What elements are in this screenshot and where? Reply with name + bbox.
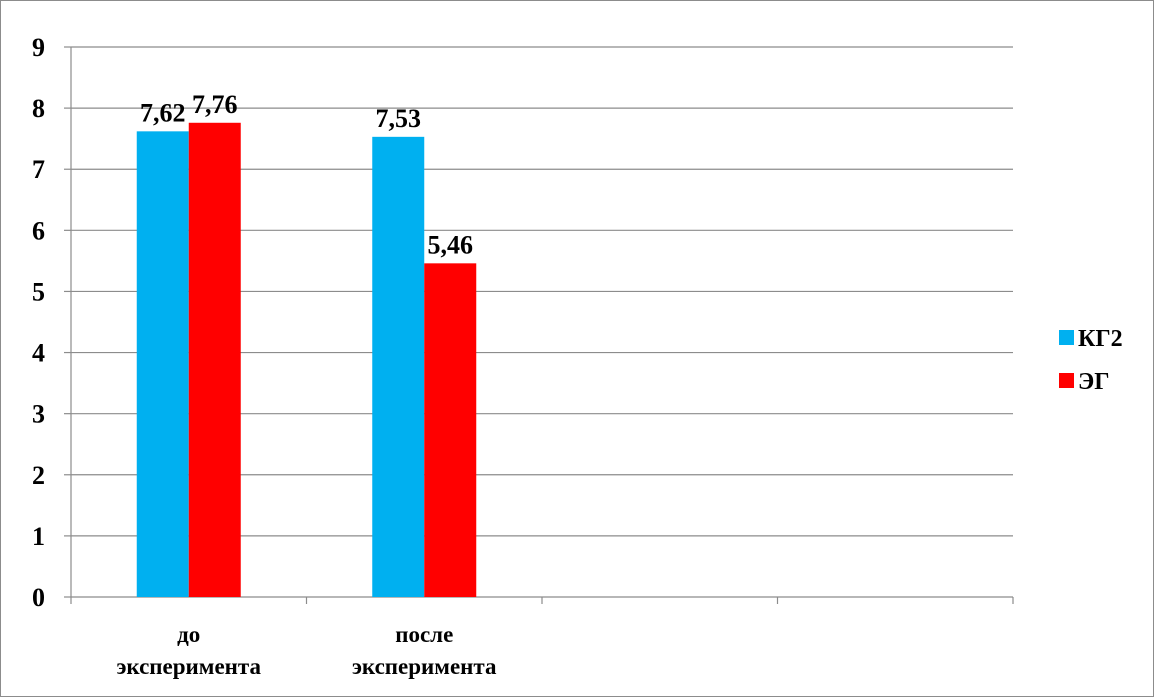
bar-ЭГ-1 [424,263,477,597]
legend: КГ2 ЭГ [1059,326,1123,395]
y-tick-label-6: 6 [32,216,45,245]
bar-КГ2-0 [136,131,189,598]
y-tick-label-9: 9 [32,33,45,62]
y-tick-label-7: 7 [32,155,45,184]
bar-КГ2-1 [372,136,425,598]
bars [136,122,477,598]
data-label-ЭГ-1: 5,46 [428,230,474,259]
legend-label-ЭГ: ЭГ [1078,369,1110,395]
legend-swatch-ЭГ [1059,373,1074,388]
x-category-label-0-line-1: эксперимента [116,654,261,679]
data-label-КГ2-0: 7,62 [140,98,186,127]
y-tick-label-3: 3 [32,400,45,429]
data-labels: 7,62 7,53 7,76 5,46 [140,90,473,260]
data-label-ЭГ-0: 7,76 [192,90,238,119]
x-category-label-1-line-0: после [395,622,453,647]
x-category-label-1-line-1: эксперимента [352,654,497,679]
y-tick-label-1: 1 [32,522,45,551]
y-tick-label-4: 4 [32,339,45,368]
y-tick-label-5: 5 [32,277,45,306]
x-category-label-0-line-0: до [177,622,200,647]
y-tick-label-0: 0 [32,583,45,612]
data-label-КГ2-1: 7,53 [376,104,422,133]
axes: 0 1 2 3 4 5 6 7 8 9 до эксперимента после эксперимент… [32,33,1014,679]
legend-swatch-КГ2 [1059,330,1074,345]
y-tick-label-8: 8 [32,94,45,123]
y-tick-label-2: 2 [32,461,45,490]
bar-ЭГ-0 [188,122,241,598]
legend-label-КГ2: КГ2 [1078,326,1123,352]
